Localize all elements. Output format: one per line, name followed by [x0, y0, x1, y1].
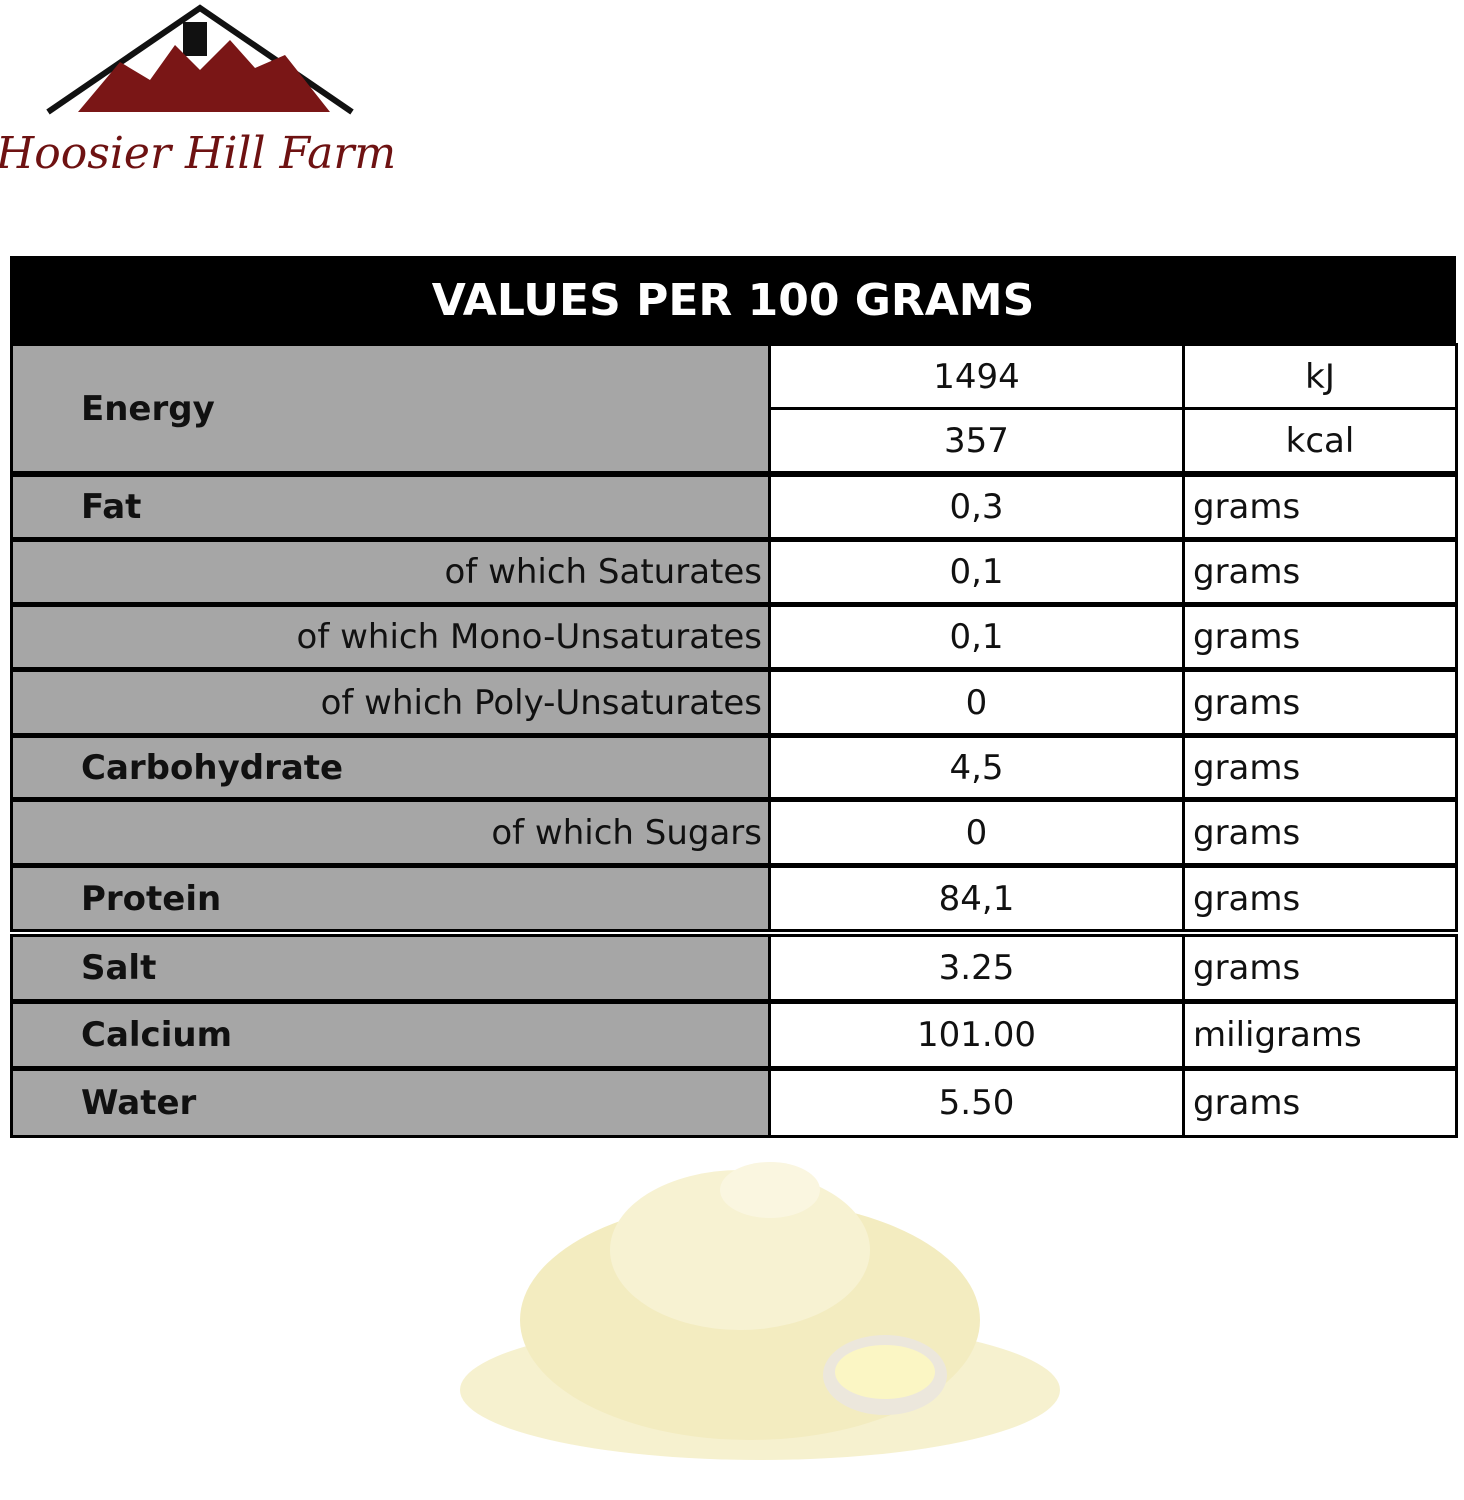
row-label: of which Mono-Unsaturates [10, 604, 771, 670]
powder-image [460, 1162, 1060, 1460]
row-value: 3.25 [768, 934, 1185, 1002]
row-value: 5.50 [768, 1068, 1185, 1138]
row-value: 4,5 [768, 735, 1185, 800]
row-value: 0,1 [768, 604, 1185, 670]
row-value: 1494 [768, 343, 1185, 410]
logo: Hoosier Hill Farm [0, 4, 396, 179]
table-title: VALUES PER 100 GRAMS [10, 256, 1456, 345]
row-value: 0 [768, 669, 1185, 736]
row-unit: grams [1182, 474, 1458, 540]
row-value: 357 [768, 407, 1185, 474]
barn-door [183, 22, 207, 56]
row-unit: grams [1182, 934, 1458, 1002]
row-unit: grams [1182, 865, 1458, 932]
row-label: of which Saturates [10, 539, 771, 605]
row-value: 101.00 [768, 1001, 1185, 1069]
mountains [78, 40, 330, 112]
row-label: Protein [10, 865, 771, 932]
row-label: Salt [10, 934, 771, 1002]
row-label: Calcium [10, 1001, 771, 1069]
row-unit: kJ [1182, 343, 1458, 410]
row-unit: kcal [1182, 407, 1458, 474]
row-value: 84,1 [768, 865, 1185, 932]
row-unit: grams [1182, 539, 1458, 605]
row-label: of which Poly-Unsaturates [10, 669, 771, 736]
row-value: 0 [768, 799, 1185, 866]
row-unit: miligrams [1182, 1001, 1458, 1069]
row-unit: grams [1182, 604, 1458, 670]
row-unit: grams [1182, 1068, 1458, 1138]
row-label: of which Sugars [10, 799, 771, 866]
row-unit: grams [1182, 799, 1458, 866]
row-label: Energy [10, 343, 771, 474]
row-unit: grams [1182, 735, 1458, 800]
brand: Hoosier Hill Farm [0, 128, 396, 179]
row-label: Carbohydrate [10, 735, 771, 800]
row-unit: grams [1182, 669, 1458, 736]
row-label: Water [10, 1068, 771, 1138]
row-value: 0,1 [768, 539, 1185, 605]
row-label: Fat [10, 474, 771, 540]
row-value: 0,3 [768, 474, 1185, 540]
